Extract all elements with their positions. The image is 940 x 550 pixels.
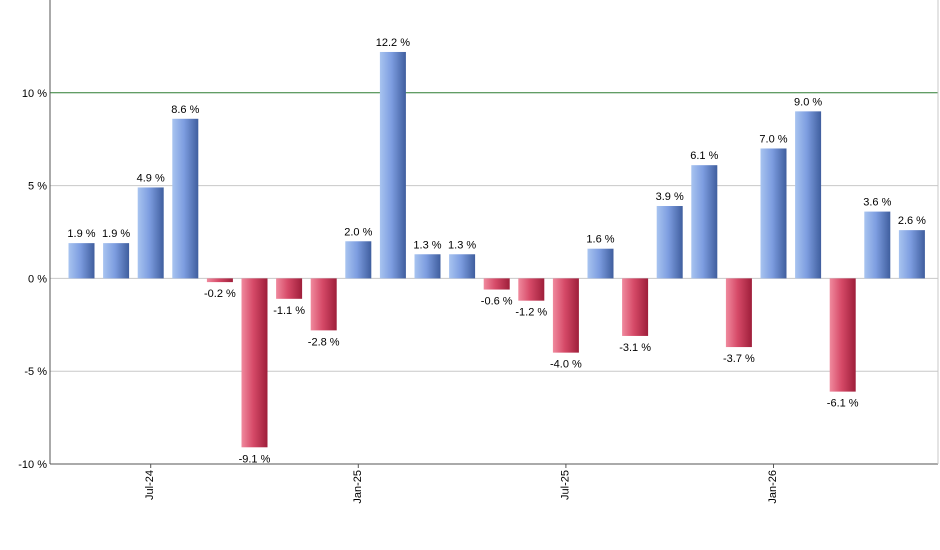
bar-value-label: -9.1 % bbox=[239, 453, 271, 465]
axes bbox=[49, 0, 939, 465]
bar-value-label: -2.8 % bbox=[308, 336, 340, 348]
bar bbox=[691, 165, 718, 279]
bar bbox=[345, 241, 372, 279]
bar-value-label: 1.6 % bbox=[586, 234, 614, 246]
bar bbox=[310, 278, 337, 331]
x-tick-label: Jan-26 bbox=[767, 470, 779, 504]
bar bbox=[829, 278, 856, 392]
bar-value-label: 12.2 % bbox=[376, 37, 410, 49]
bar-value-label: -3.1 % bbox=[619, 342, 651, 354]
y-tick-label: 10 % bbox=[22, 88, 47, 100]
bar-value-label: 4.9 % bbox=[137, 172, 165, 184]
bar-value-label: -1.1 % bbox=[273, 305, 305, 317]
bar-value-label: 8.6 % bbox=[171, 104, 199, 116]
bars bbox=[68, 51, 925, 448]
bar-value-label: 3.6 % bbox=[863, 197, 891, 209]
bar bbox=[379, 51, 406, 279]
bar bbox=[760, 148, 787, 279]
bar-value-label: 2.6 % bbox=[898, 215, 926, 227]
bar-value-label: -3.7 % bbox=[723, 353, 755, 365]
bar bbox=[656, 206, 683, 279]
bar bbox=[172, 118, 199, 279]
bar-value-label: 9.0 % bbox=[794, 96, 822, 108]
y-tick-label: -10 % bbox=[18, 459, 47, 471]
y-axis-tick-labels: -10 % -5 % 0 % 5 % 10 % bbox=[18, 88, 47, 471]
bar-value-label: 1.9 % bbox=[67, 228, 95, 240]
y-tick-label: -5 % bbox=[24, 366, 47, 378]
bar-value-label: 7.0 % bbox=[759, 133, 787, 145]
x-axis-tick-labels: Jul-24 Jan-25 Jul-25 Jan-26 bbox=[144, 464, 779, 504]
data-labels: 1.9 % 1.9 % 4.9 % 8.6 % -0.2 % -9.1 % -1.1 % -2… bbox=[67, 37, 926, 465]
bar bbox=[898, 230, 925, 279]
x-tick-label: Jan-25 bbox=[352, 470, 364, 504]
bar-value-label: 1.3 % bbox=[413, 239, 441, 251]
bar bbox=[795, 111, 822, 279]
bar-value-label: -1.2 % bbox=[515, 307, 547, 319]
bar bbox=[622, 278, 649, 336]
bar-value-label: -4.0 % bbox=[550, 359, 582, 371]
bar-value-label: -0.2 % bbox=[204, 288, 236, 300]
y-tick-label: 5 % bbox=[28, 181, 47, 193]
bar bbox=[241, 278, 268, 448]
y-tick-label: 0 % bbox=[28, 273, 47, 285]
bar-value-label: 1.9 % bbox=[102, 228, 130, 240]
bar-value-label: -6.1 % bbox=[827, 398, 859, 410]
x-tick-label: Jul-25 bbox=[559, 470, 571, 500]
bar-value-label: 3.9 % bbox=[656, 191, 684, 203]
bar bbox=[68, 243, 95, 279]
bar bbox=[414, 254, 441, 279]
bar-value-label: 1.3 % bbox=[448, 239, 476, 251]
bar bbox=[103, 243, 130, 279]
bar bbox=[206, 278, 233, 283]
bar bbox=[449, 254, 476, 279]
bar bbox=[276, 278, 303, 299]
bar bbox=[137, 187, 164, 279]
bar-value-label: 2.0 % bbox=[344, 226, 372, 238]
bar bbox=[518, 278, 545, 301]
bar bbox=[587, 248, 614, 279]
bar bbox=[864, 211, 891, 279]
bar-value-label: 6.1 % bbox=[690, 150, 718, 162]
bar bbox=[552, 278, 579, 353]
bar bbox=[483, 278, 510, 290]
x-tick-label: Jul-24 bbox=[144, 470, 156, 500]
bar-value-label: -0.6 % bbox=[481, 296, 513, 308]
bar bbox=[725, 278, 752, 348]
